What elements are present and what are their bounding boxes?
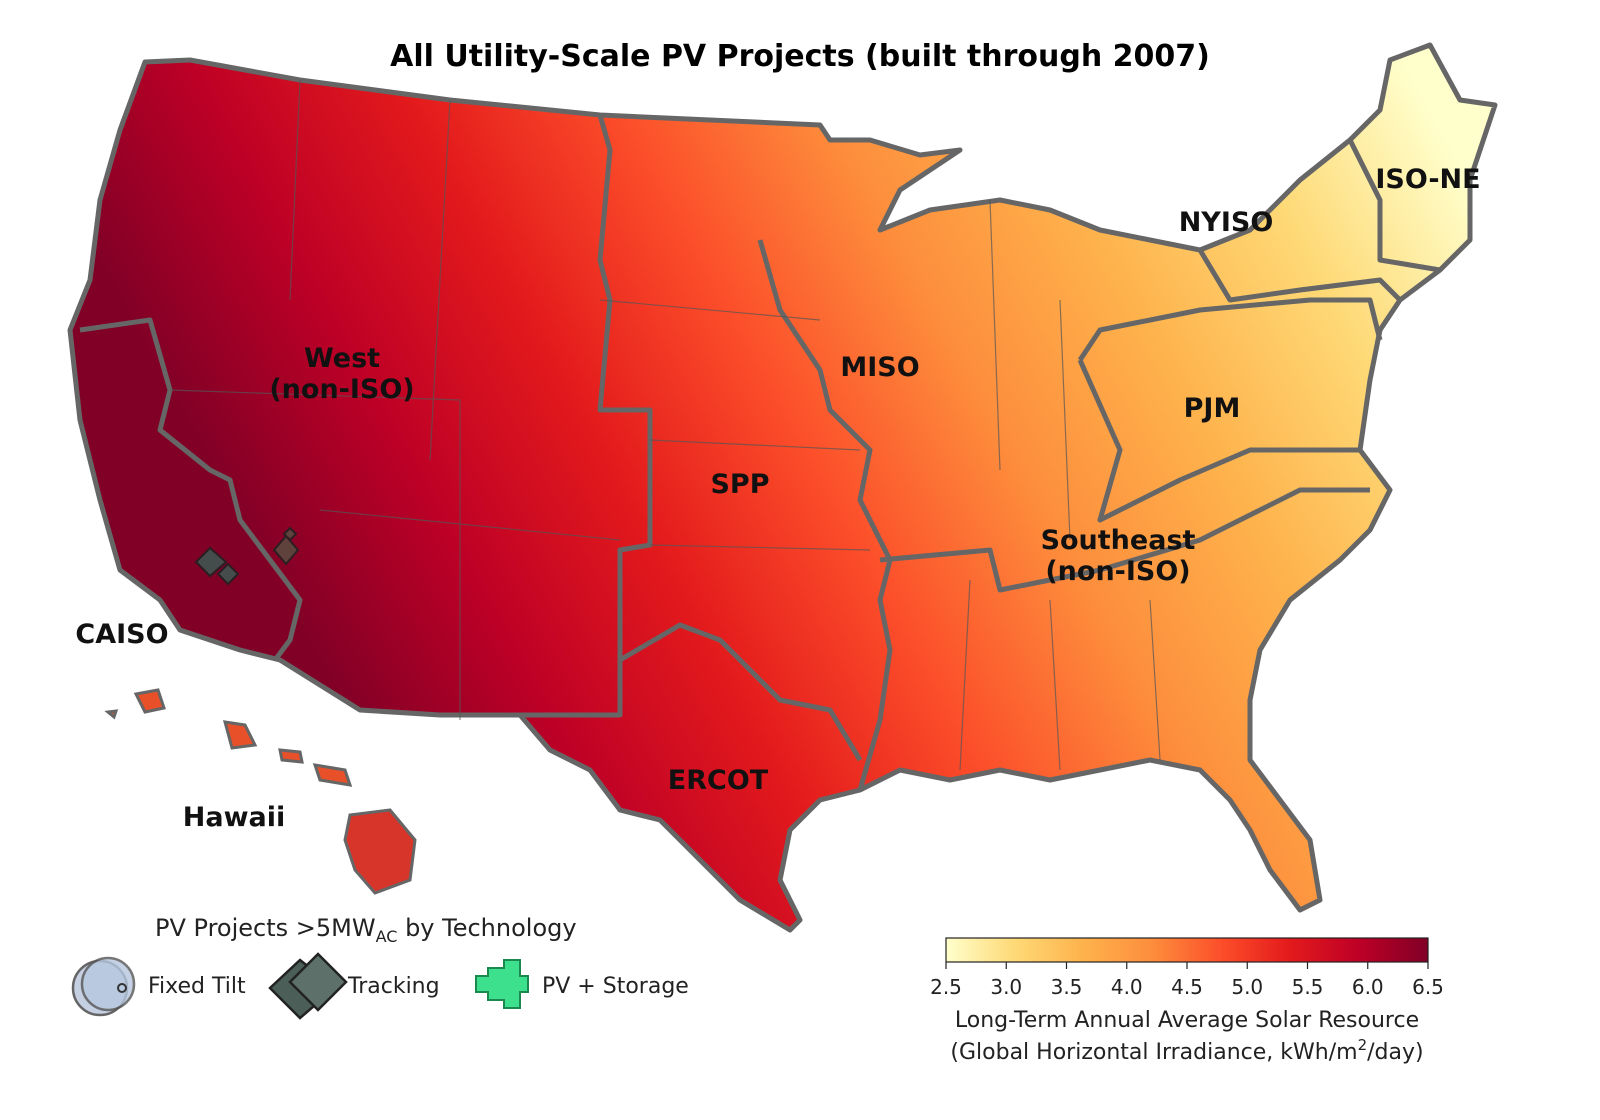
region-label: SPP — [710, 469, 769, 500]
colorbar-tick-label: 5.0 — [1231, 975, 1263, 999]
colorbar — [945, 937, 1429, 963]
colorbar-tick-label: 5.5 — [1292, 975, 1324, 999]
region-label: ISO-NE — [1375, 164, 1480, 195]
region-label: NYISO — [1179, 207, 1274, 238]
colorbar-tick-label: 4.5 — [1171, 975, 1203, 999]
colorbar-tick-label: 6.5 — [1412, 975, 1444, 999]
legend-title-sub: AC — [376, 927, 398, 946]
region-label: Hawaii — [183, 802, 286, 833]
region-label: CAISO — [75, 619, 168, 650]
colorbar-label-text: (Global Horizontal Irradiance, kWh/m — [950, 1040, 1357, 1065]
colorbar-tick-label: 6.0 — [1352, 975, 1384, 999]
region-label: (non-ISO) — [1045, 556, 1190, 587]
region-label: ERCOT — [668, 765, 769, 796]
region-label: (non-ISO) — [269, 374, 414, 405]
legend-item: PV + Storage — [542, 974, 689, 999]
tracking-projects — [194, 526, 300, 586]
colorbar-label-sup: 2 — [1358, 1036, 1368, 1054]
legend-item: Fixed Tilt — [148, 974, 246, 999]
colorbar-tick-label: 4.0 — [1111, 975, 1143, 999]
region-label: Southeast — [1041, 525, 1196, 556]
legend-title-text: by Technology — [397, 914, 576, 942]
hawaii — [104, 688, 417, 895]
region-label: West — [304, 343, 380, 374]
legend-title: PV Projects >5MWAC by Technology — [155, 914, 577, 946]
colorbar-tick-label: 3.5 — [1051, 975, 1083, 999]
region-borders — [79, 79, 1441, 791]
colorbar-tick-label: 3.0 — [990, 975, 1022, 999]
colorbar-tick-label: 2.5 — [930, 975, 962, 999]
legend-icons — [71, 952, 529, 1020]
us-land — [67, 42, 1498, 933]
legend-title-text: PV Projects >5MW — [155, 914, 376, 942]
title: All Utility-Scale PV Projects (built thr… — [390, 39, 1210, 74]
colorbar-label-text: /day) — [1367, 1040, 1423, 1065]
colorbar-label: (Global Horizontal Irradiance, kWh/m2/da… — [950, 1036, 1423, 1065]
region-label: PJM — [1184, 393, 1241, 424]
region-label: MISO — [840, 352, 919, 383]
colorbar-label: Long-Term Annual Average Solar Resource — [955, 1008, 1419, 1033]
legend-item: Tracking — [347, 974, 440, 999]
